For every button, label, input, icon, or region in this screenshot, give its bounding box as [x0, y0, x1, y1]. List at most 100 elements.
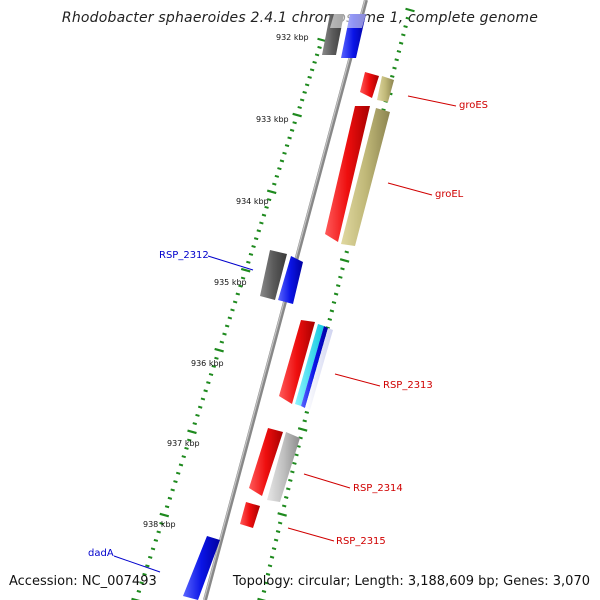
scale-tick-outer	[338, 275, 343, 279]
scale-tick-inner	[224, 324, 230, 328]
scale-tick-outer	[394, 58, 399, 62]
feature-rsp-2313-domain-pale[interactable]	[305, 328, 333, 410]
scale-tick-inner	[164, 505, 170, 509]
map-title: Rhodobacter sphaeroides 2.4.1 chromosome…	[61, 10, 539, 26]
scale-tick-inner	[292, 121, 297, 125]
scale-tick-inner	[167, 496, 173, 500]
feature-top-light[interactable]	[330, 14, 366, 28]
scale-tick-outer	[267, 564, 273, 568]
scale-tick-inner	[240, 267, 251, 273]
gene-label-dadA[interactable]: dadA	[88, 548, 114, 559]
gene-labels: groES groEL RSP_2312 RSP_2313 RSP_2314 R…	[88, 100, 488, 559]
scale-tick-inner	[197, 405, 203, 409]
scale-tick-inner	[208, 373, 214, 377]
scale-tick-outer	[297, 427, 308, 432]
scale-tick-inner	[261, 213, 267, 217]
scale-tick-inner	[214, 347, 224, 353]
scale-tick-inner	[181, 455, 186, 459]
scale-tick-inner	[238, 284, 243, 288]
scale-tick-inner	[246, 260, 251, 264]
scale-tick-outer	[381, 108, 386, 112]
scale-tick-inner	[314, 53, 320, 57]
scale-tick-inner	[139, 581, 144, 585]
scale-tick-outer	[327, 317, 333, 321]
scale-tick-outer	[398, 41, 404, 45]
accession-label: Accession: NC_007493	[9, 574, 157, 589]
scale-tick-inner	[256, 229, 262, 233]
scale-tick-outer	[302, 419, 307, 423]
tick-label-938: 938 kbp	[143, 520, 176, 529]
feature-groES-cds[interactable]	[360, 72, 379, 98]
feature-dadA-cds[interactable]	[183, 536, 220, 600]
scale-tick-outer	[286, 487, 291, 491]
scale-tick-outer	[392, 66, 397, 70]
scale-tick-outer	[277, 521, 283, 525]
scale-tick-outer	[405, 7, 415, 13]
scale-tick-inner	[203, 389, 208, 393]
scale-tick-inner	[219, 340, 225, 344]
scale-tick-inner	[170, 488, 175, 492]
label-leader-lines	[113, 95, 457, 573]
genome-summary: Topology: circular; Length: 3,188,609 bp…	[232, 574, 590, 589]
scale-tick-inner	[299, 98, 305, 102]
feature-rsp-2312-gene[interactable]	[260, 250, 287, 300]
scale-tick-inner	[147, 555, 153, 559]
scale-tick-inner	[312, 60, 317, 64]
scale-tick-inner	[317, 45, 322, 49]
scale-tick-outer	[405, 16, 411, 20]
feature-rsp-2314-cds[interactable]	[249, 428, 283, 496]
scale-tick-inner	[184, 446, 189, 450]
gene-label-groEL[interactable]: groEL	[435, 189, 464, 200]
scale-tick-outer	[263, 581, 269, 585]
scale-tick-outer	[333, 292, 339, 296]
feature-rsp-2314-gene[interactable]	[267, 432, 300, 502]
scale-tick-inner	[264, 205, 269, 209]
gene-label-rsp-2314[interactable]: RSP_2314	[353, 483, 403, 494]
scale-tick-inner	[187, 438, 192, 442]
scale-tick-outer	[288, 478, 293, 482]
scale-tick-outer	[292, 461, 297, 465]
scale-tick-inner	[195, 413, 200, 417]
scale-tick-inner	[279, 159, 285, 163]
scale-tick-inner	[150, 547, 156, 551]
scale-tick-inner	[251, 245, 256, 249]
feature-rsp-2313-domain-blue[interactable]	[301, 326, 328, 408]
scale-tick-inner	[289, 128, 295, 132]
scale-tick-inner	[282, 151, 287, 155]
scale-tick-inner	[211, 364, 217, 368]
scale-tick-inner	[266, 189, 277, 195]
scale-tick-inner	[131, 597, 141, 600]
scale-tick-outer	[401, 33, 406, 37]
scale-tick-inner	[145, 564, 150, 568]
scale-tick-inner	[136, 589, 142, 593]
scale-tick-labels: 932 kbp 933 kbp 934 kbp 935 kbp 936 kbp …	[143, 33, 309, 529]
scale-tick-inner	[153, 538, 159, 542]
feature-groEL-gene[interactable]	[341, 108, 390, 246]
scale-tick-outer	[269, 555, 275, 559]
scale-tick-outer	[331, 300, 337, 305]
scale-tick-inner	[259, 221, 264, 225]
feature-rsp-2315-cds[interactable]	[240, 502, 260, 528]
scale-tick-inner	[287, 136, 292, 140]
feature-rsp-2313-cds[interactable]	[279, 320, 315, 404]
scale-tick-outer	[271, 547, 277, 551]
feature-groES-gene[interactable]	[377, 76, 394, 102]
gene-label-groES[interactable]: groES	[459, 100, 488, 111]
scale-tick-inner	[214, 356, 219, 360]
scale-tick-outer	[390, 74, 395, 78]
tick-label-933: 933 kbp	[256, 115, 289, 124]
scale-tick-inner	[159, 512, 170, 518]
gene-label-rsp-2315[interactable]: RSP_2315	[336, 536, 386, 547]
gene-label-rsp-2312[interactable]: RSP_2312	[159, 250, 209, 261]
gene-label-rsp-2313[interactable]: RSP_2313	[383, 380, 433, 391]
scale-tick-inner	[309, 68, 315, 72]
feature-rsp-2312-cds[interactable]	[278, 256, 303, 304]
scale-tick-inner	[227, 316, 233, 320]
scale-tick-inner	[230, 308, 235, 312]
feature-rsp-2313-domain-cyan[interactable]	[295, 324, 324, 406]
scale-tick-inner	[274, 174, 280, 178]
feature-groEL-cds[interactable]	[325, 106, 370, 242]
scale-tick-inner	[235, 292, 241, 296]
tick-label-936: 936 kbp	[191, 359, 224, 368]
